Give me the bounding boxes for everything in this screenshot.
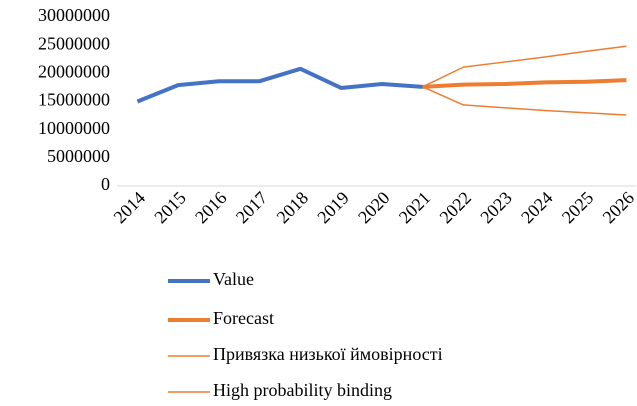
x-tick-label: 2020 <box>354 188 394 228</box>
x-tick-label: 2016 <box>191 188 231 228</box>
y-tick-label: 5000000 <box>47 146 110 166</box>
series-line <box>422 86 627 116</box>
x-tick-label: 2014 <box>110 188 150 228</box>
series-line <box>136 66 423 104</box>
x-tick-label: 2024 <box>517 188 557 228</box>
x-tick-label: 2021 <box>395 188 435 228</box>
y-tick-label: 20000000 <box>38 61 110 81</box>
x-tick-label: 2015 <box>150 188 190 228</box>
x-tick-label: 2023 <box>476 188 516 228</box>
series-line <box>422 45 627 88</box>
legend-label: Привязка низької ймовірності <box>213 344 443 364</box>
y-tick-label: 0 <box>101 174 110 194</box>
x-tick-label: 2026 <box>599 188 637 228</box>
y-tick-label: 25000000 <box>38 33 110 53</box>
x-tick-label: 2017 <box>232 188 272 228</box>
legend-label: Forecast <box>213 308 274 328</box>
legend-label: Value <box>213 269 254 289</box>
x-tick-label: 2019 <box>313 188 353 228</box>
x-tick-label: 2022 <box>436 188 476 228</box>
y-tick-label: 30000000 <box>38 5 110 25</box>
legend-label: High probability binding <box>213 380 392 400</box>
y-tick-label: 10000000 <box>38 118 110 138</box>
x-tick-label: 2025 <box>558 188 598 228</box>
y-tick-label: 15000000 <box>38 90 110 110</box>
series-line <box>422 78 627 89</box>
x-tick-label: 2018 <box>273 188 313 228</box>
